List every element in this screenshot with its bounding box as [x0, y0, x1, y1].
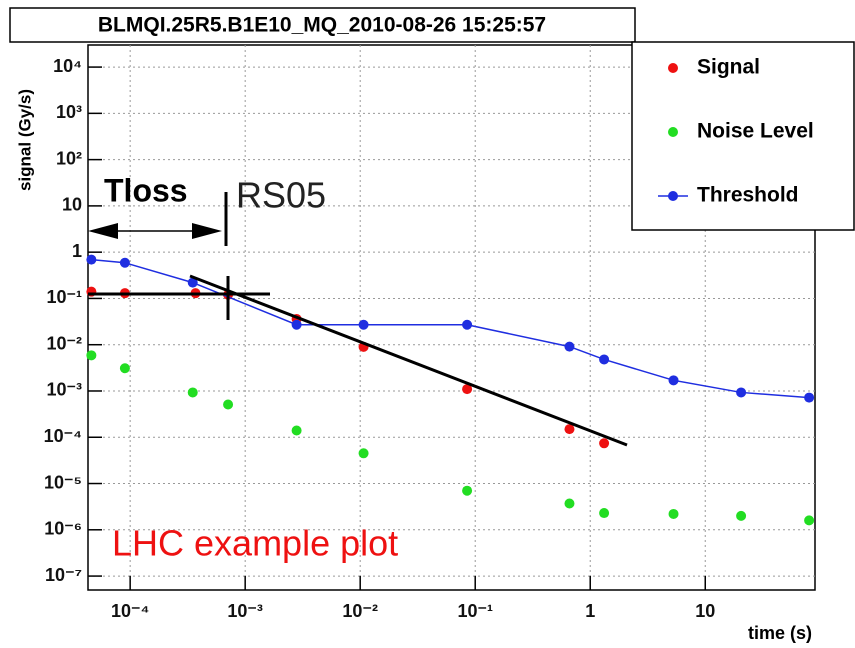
- title-box: [9, 7, 636, 43]
- arrow-head-right: [192, 223, 222, 239]
- data-point: [736, 510, 747, 521]
- data-point: [86, 350, 97, 361]
- x-tick-label: 1: [585, 601, 595, 621]
- data-point: [564, 424, 575, 435]
- x-tick-label: 10: [695, 601, 715, 621]
- y-tick-label: 10²: [56, 148, 82, 168]
- data-point: [358, 319, 369, 330]
- legend-marker: [668, 191, 678, 201]
- data-point: [564, 341, 575, 352]
- data-point: [599, 438, 610, 449]
- data-point: [462, 384, 473, 395]
- y-tick-label: 10³: [56, 102, 82, 122]
- data-point: [668, 375, 679, 386]
- y-axis-label: signal (Gy/s): [15, 89, 34, 191]
- data-point: [804, 515, 815, 526]
- y-tick-label: 10: [62, 195, 82, 215]
- data-point: [358, 448, 369, 459]
- annotation: Tloss: [104, 172, 188, 208]
- data-point: [119, 363, 130, 374]
- y-tick-label: 10⁻⁵: [44, 472, 82, 492]
- data-point: [187, 387, 198, 398]
- x-tick-label: 10⁻¹: [457, 601, 493, 621]
- x-tick-label: 10⁻⁴: [111, 601, 149, 621]
- y-tick-label: 10⁻¹: [46, 287, 82, 307]
- data-point: [291, 319, 302, 330]
- chart-title: BLMQI.25R5.B1E10_MQ_2010-08-26 15:25:57: [98, 14, 546, 37]
- legend-label: Noise Level: [697, 120, 814, 143]
- x-axis-label: time (s): [748, 623, 812, 643]
- data-point: [736, 387, 747, 398]
- data-point: [599, 354, 610, 365]
- data-point: [668, 508, 679, 519]
- data-point: [187, 277, 198, 288]
- fit-line: [189, 274, 628, 447]
- data-point: [804, 392, 815, 403]
- legend-marker: [668, 63, 678, 73]
- y-tick-label: 10⁻²: [46, 333, 82, 353]
- y-tick-label: 10⁴: [53, 56, 82, 76]
- data-point: [223, 399, 234, 410]
- data-point: [291, 425, 302, 436]
- arrow-head-left: [88, 223, 118, 239]
- data-point: [599, 508, 610, 519]
- annotation: RS05: [236, 175, 326, 216]
- y-tick-label: 10⁻⁴: [44, 426, 82, 446]
- annotation: LHC example plot: [112, 523, 398, 564]
- y-tick-label: 10⁻⁶: [44, 519, 82, 539]
- legend-marker: [668, 127, 678, 137]
- data-point: [119, 257, 130, 268]
- y-tick-label: 10⁻³: [46, 380, 82, 400]
- data-point: [462, 485, 473, 496]
- plot-frame: [87, 44, 816, 591]
- x-tick-label: 10⁻²: [342, 601, 378, 621]
- y-tick-label: 10⁻⁷: [45, 565, 82, 585]
- data-point: [86, 254, 97, 265]
- legend-label: Signal: [697, 56, 760, 79]
- legend-label: Threshold: [697, 184, 799, 207]
- y-tick-label: 1: [72, 241, 82, 261]
- x-tick-label: 10⁻³: [227, 601, 263, 621]
- data-point: [564, 498, 575, 509]
- data-point: [462, 319, 473, 330]
